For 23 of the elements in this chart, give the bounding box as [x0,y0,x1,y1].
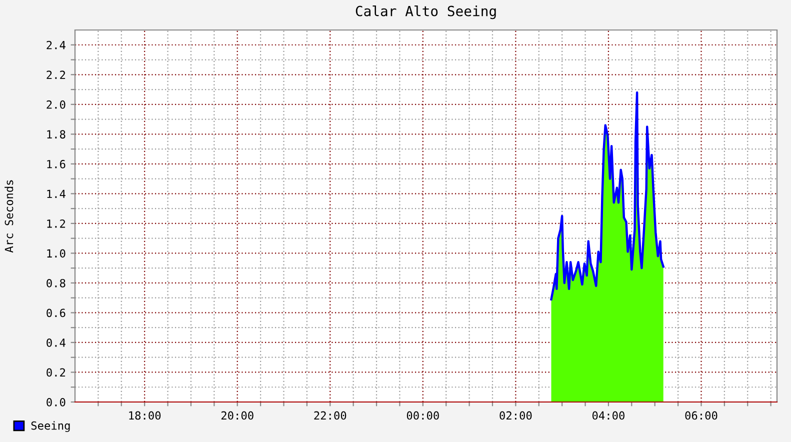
x-tick-label: 22:00 [314,411,346,420]
y-tick-label: 0.2 [46,368,66,377]
y-tick-label: 1.2 [47,219,66,228]
y-tick-label: 1.8 [47,130,66,139]
y-tick-label: 0.8 [46,278,66,288]
y-tick-label: 0.0 [46,398,66,406]
chart-title: Calar Alto Seeing [356,5,496,20]
y-tick-label: 1.4 [47,190,66,198]
y-tick-label: 2.2 [46,70,66,79]
x-tick-label: 04:00 [592,411,624,420]
x-tick-label: 20:00 [221,411,254,420]
x-tick-label: 00:00 [406,411,439,420]
legend-label: Seeing [31,421,70,432]
x-tick-label: 18:00 [129,411,161,420]
y-tick-label: 2.0 [46,100,66,109]
x-tick-label: 06:00 [685,411,718,420]
y-axis-title: Arc Seconds [4,180,14,253]
y-tick-label: 0.4 [46,338,66,347]
y-tick-label: 0.6 [46,308,66,318]
y-tick-label: 1.0 [47,249,66,258]
y-tick-label: 2.4 [46,40,66,50]
y-tick-label: 1.6 [47,160,66,168]
x-tick-label: 02:00 [500,411,532,420]
